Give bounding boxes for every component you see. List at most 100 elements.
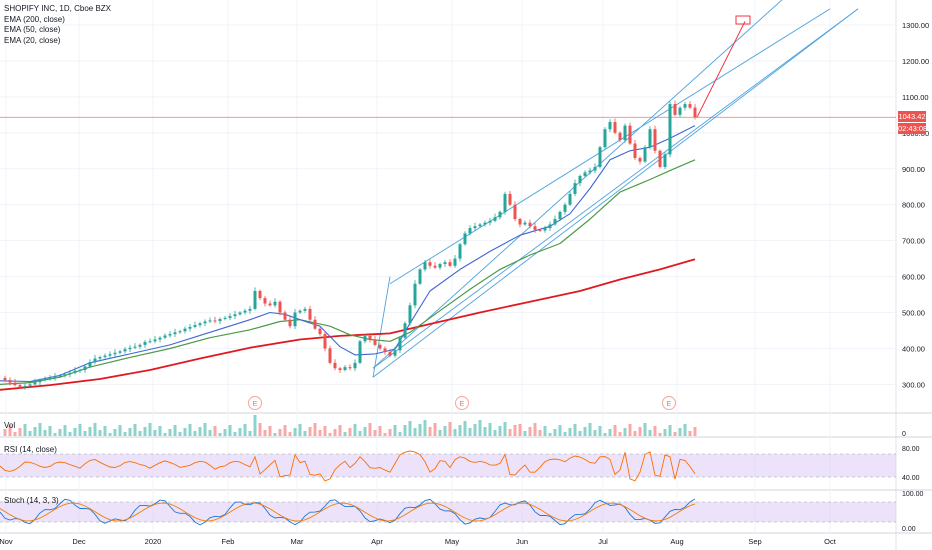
indicator-axis-label: 80.00 [902, 446, 920, 453]
volume-bar [53, 433, 57, 436]
candle-body [163, 335, 167, 338]
stoch-pane-label[interactable]: Stoch (14, 3, 3) [4, 496, 59, 505]
volume-bar [433, 423, 437, 436]
volume-bar [253, 415, 257, 436]
candle-body [248, 308, 252, 311]
candle-body [643, 147, 647, 162]
candle-body [133, 346, 137, 348]
volume-bar [683, 424, 687, 436]
volume-bar [583, 427, 587, 436]
candle-body [623, 125, 627, 141]
candle-body [518, 219, 522, 225]
candle-body [18, 385, 22, 387]
volume-bar [48, 426, 52, 436]
candle-body [38, 380, 42, 383]
volume-bar [218, 433, 222, 436]
candle-body [43, 378, 47, 381]
candle-body [208, 320, 212, 322]
legend-ema20[interactable]: EMA (20, close) [4, 35, 61, 45]
candle-body [648, 129, 652, 148]
volume-bar [208, 430, 212, 436]
candle-body [563, 204, 567, 212]
volume-bar [498, 426, 502, 436]
volume-bar [298, 424, 302, 436]
volume-bar [113, 429, 117, 436]
candle-body [358, 341, 362, 363]
volume-bar [233, 432, 237, 436]
candle-body [258, 290, 262, 299]
candle-body [583, 172, 587, 176]
volume-bar [678, 428, 682, 436]
time-axis-label: Oct [824, 537, 837, 546]
stoch-band [0, 502, 896, 522]
volume-bar [643, 423, 647, 436]
volume-bar [688, 431, 692, 436]
candle-body [188, 326, 192, 329]
rsi-pane-label[interactable]: RSI (14, close) [4, 445, 57, 454]
candle-body [508, 193, 512, 205]
vol-pane-label[interactable]: Vol [4, 421, 16, 430]
symbol-title[interactable]: SHOPIFY INC, 1D, Cboe BZX [4, 4, 111, 13]
candle-body [448, 262, 452, 266]
candle-body [653, 129, 657, 151]
candle-body [28, 384, 32, 386]
candle-body [603, 129, 607, 148]
candle-body [633, 143, 637, 158]
volume-bar [663, 429, 667, 436]
candle-body [198, 323, 202, 326]
volume-bar [148, 423, 152, 436]
time-axis-label: Jun [516, 537, 528, 546]
candle-body [228, 316, 232, 318]
candle-body [688, 104, 692, 108]
volume-bar [58, 429, 62, 436]
indicator-axis-label: 0.00 [902, 526, 916, 533]
candle-body [463, 233, 467, 245]
volume-bar [658, 433, 662, 436]
candle-body [23, 385, 27, 387]
time-axis-label: Jul [598, 537, 608, 546]
volume-bar [163, 433, 167, 436]
legend-ema50[interactable]: EMA (50, close) [4, 25, 61, 34]
volume-bar [448, 422, 452, 436]
earnings-marker-label: E [667, 401, 672, 408]
candle-body [313, 319, 317, 329]
price-axis-label: 1200.00 [902, 57, 929, 66]
price-axis-label: 500.00 [902, 309, 925, 318]
volume-bar [338, 425, 342, 436]
price-axis-label: 700.00 [902, 237, 925, 246]
volume-bar [68, 432, 72, 436]
candle-body [128, 347, 132, 350]
volume-bar [38, 423, 42, 436]
volume-bar [258, 423, 262, 436]
volume-bar [588, 423, 592, 436]
volume-bar [368, 423, 372, 436]
candle-body [298, 310, 302, 313]
candle-body [388, 352, 392, 356]
volume-bar [598, 426, 602, 436]
candle-body [213, 320, 217, 322]
volume-bar [88, 427, 92, 436]
candle-body [203, 321, 207, 324]
chart-legend: SHOPIFY INC, 1D, Cboe BZX EMA (200, clos… [4, 4, 111, 46]
volume-bar [303, 431, 307, 436]
volume-bar [93, 423, 97, 436]
volume-bar [463, 421, 467, 436]
volume-bar [78, 424, 82, 436]
volume-bar [393, 425, 397, 436]
time-axis-label: Mar [291, 537, 304, 546]
candle-body [418, 269, 422, 284]
volume-bar [613, 425, 617, 436]
legend-ema200[interactable]: EMA (200, close) [4, 14, 65, 24]
volume-bar [143, 427, 147, 436]
volume-bar [518, 424, 522, 436]
volume-bar [568, 428, 572, 436]
candle-body [678, 107, 682, 115]
channel-edge [372, 276, 391, 378]
volume-bar [313, 423, 317, 436]
candle-body [573, 183, 577, 194]
volume-bar [348, 428, 352, 436]
volume-bar [138, 431, 142, 436]
price-axis-label: 1300.00 [902, 21, 929, 30]
volume-bar [538, 430, 542, 436]
